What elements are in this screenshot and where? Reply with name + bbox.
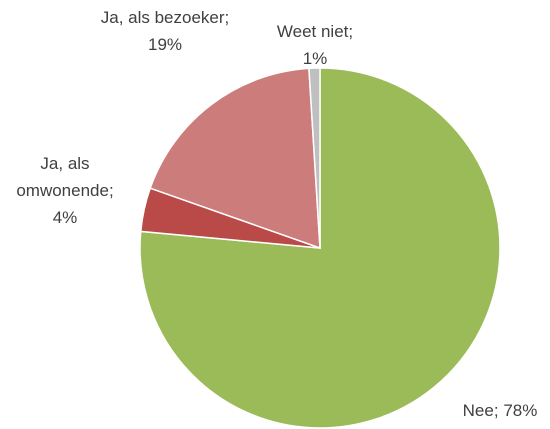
value-label: 1% xyxy=(302,49,328,68)
category-label: Weet niet; xyxy=(276,22,354,41)
value-label: 78% xyxy=(503,401,538,420)
value-label: 19% xyxy=(147,35,183,54)
data-label: Nee; 78% xyxy=(440,397,550,424)
data-label: Ja, als omwonende; 4% xyxy=(0,150,130,231)
category-label: Ja, als omwonende; xyxy=(16,154,114,200)
category-label: Ja, als bezoeker; xyxy=(100,8,230,27)
data-label: Weet niet; 1% xyxy=(240,18,390,72)
value-label: 4% xyxy=(52,208,78,227)
pie-slice xyxy=(308,67,321,249)
pie-slice xyxy=(149,67,321,250)
category-label: Nee; xyxy=(462,401,499,420)
data-label: Ja, als bezoeker; 19% xyxy=(100,4,230,58)
